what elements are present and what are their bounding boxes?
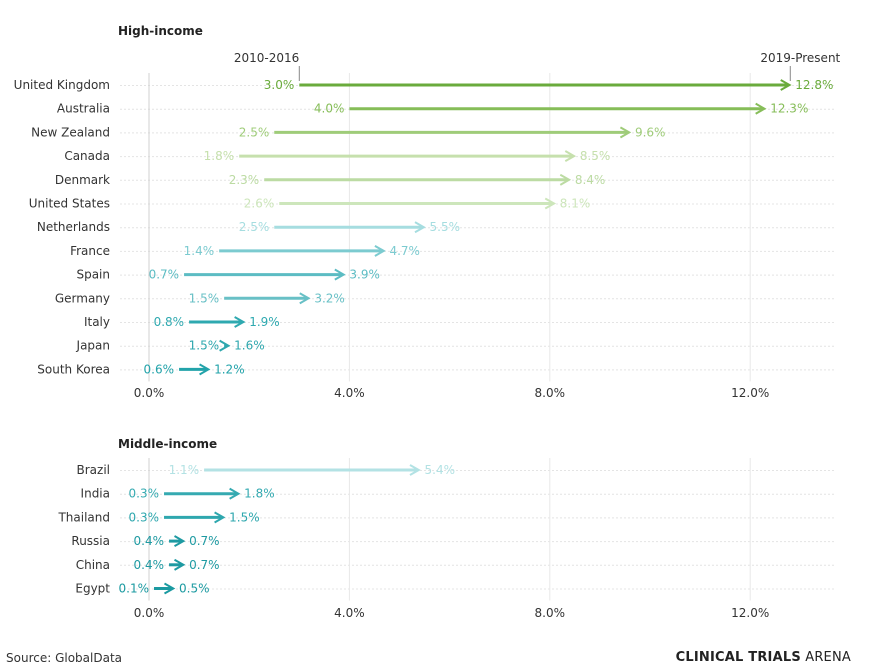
panel-title: Middle-income [118,437,217,451]
row-south-korea: South Korea 0.6% 1.2% [37,362,244,376]
end-period-label: 2019-Present [760,51,840,65]
x-tick-label: 12.0% [731,386,769,400]
row-india: India 0.3% 1.8% [81,487,275,501]
start-value-label: 4.0% [314,102,345,116]
start-value-label: 0.7% [149,268,180,282]
start-value-label: 1.8% [204,149,235,163]
country-label: Italy [84,315,110,329]
country-label: China [76,558,110,572]
end-value-label: 1.9% [249,315,280,329]
end-value-label: 3.9% [349,268,380,282]
row-australia: Australia 4.0% 12.3% [57,102,808,116]
start-value-label: 0.4% [134,558,165,572]
start-value-label: 0.3% [129,510,160,524]
x-tick-label: 4.0% [334,386,365,400]
row-united-kingdom: United Kingdom 3.0% 12.8% [14,78,834,92]
end-value-label: 0.7% [189,534,220,548]
x-tick-label: 12.0% [731,606,769,620]
brand-bold: CLINICAL TRIALS [675,650,801,665]
end-value-label: 12.3% [770,102,808,116]
brand-light: ARENA [805,650,851,665]
row-new-zealand: New Zealand 2.5% 9.6% [31,125,665,139]
start-value-label: 1.1% [169,463,200,477]
row-france: France 1.4% 4.7% [70,244,420,258]
start-value-label: 2.3% [229,173,260,187]
row-italy: Italy 0.8% 1.9% [84,315,280,329]
country-label: Germany [55,291,110,305]
middle-income-panel: Middle-income 0.0% 4.0% 8.0% 12.0% Brazil 1.1%… [57,437,835,620]
end-value-label: 1.6% [234,339,265,353]
x-tick-label: 0.0% [134,606,165,620]
end-value-label: 1.2% [214,362,245,376]
start-value-label: 2.5% [239,125,270,139]
row-germany: Germany 1.5% 3.2% [55,291,345,305]
row-japan: Japan 1.5% 1.6% [76,339,265,353]
row-russia: Russia 0.4% 0.7% [71,534,219,548]
country-label: Japan [76,339,110,353]
x-tick-label: 0.0% [134,386,165,400]
start-value-label: 3.0% [264,78,295,92]
end-value-label: 1.8% [244,487,275,501]
panel-title: High-income [118,24,203,38]
start-value-label: 2.6% [244,197,275,211]
row-netherlands: Netherlands 2.5% 5.5% [37,220,460,234]
source-note: Source: GlobalData [6,651,123,665]
start-value-label: 0.3% [129,487,160,501]
country-label: New Zealand [31,125,110,139]
start-value-label: 2.5% [239,220,270,234]
country-label: France [70,244,110,258]
end-value-label: 8.4% [575,173,606,187]
start-value-label: 1.5% [189,339,220,353]
start-value-label: 0.6% [144,362,175,376]
end-value-label: 3.2% [314,291,345,305]
start-value-label: 0.1% [119,582,150,596]
start-value-label: 1.5% [189,291,220,305]
row-egypt: Egypt 0.1% 0.5% [75,582,209,596]
country-label: South Korea [37,362,110,376]
end-value-label: 9.6% [635,125,666,139]
start-value-label: 0.4% [134,534,165,548]
row-thailand: Thailand 0.3% 1.5% [57,510,259,524]
brand-logo: CLINICAL TRIALS ARENA [676,650,851,665]
country-label: United Kingdom [14,78,110,92]
end-value-label: 8.5% [580,149,611,163]
country-label: Egypt [75,582,110,596]
end-value-label: 5.5% [430,220,461,234]
country-label: Denmark [55,173,110,187]
row-denmark: Denmark 2.3% 8.4% [55,173,605,187]
end-value-label: 4.7% [389,244,420,258]
row-canada: Canada 1.8% 8.5% [64,149,610,163]
row-brazil: Brazil 1.1% 5.4% [77,463,456,477]
country-label: Canada [64,149,110,163]
start-value-label: 0.8% [154,315,185,329]
country-label: Brazil [77,463,111,477]
country-label: Netherlands [37,220,110,234]
high-income-panel: High-income 0.0% 4.0% 8.0% 12.0% 2010-2016 201… [14,24,841,400]
start-period-label: 2010-2016 [234,51,299,65]
end-value-label: 5.4% [425,463,456,477]
x-tick-label: 8.0% [535,386,566,400]
end-value-label: 8.1% [560,197,591,211]
country-label: Australia [57,102,110,116]
row-china: China 0.4% 0.7% [76,558,220,572]
end-value-label: 12.8% [795,78,833,92]
x-tick-label: 8.0% [535,606,566,620]
country-label: Thailand [57,510,110,524]
end-value-label: 1.5% [229,510,260,524]
country-label: United States [29,197,110,211]
country-label: Russia [71,534,110,548]
country-label: Spain [76,268,110,282]
country-label: India [81,487,110,501]
row-spain: Spain 0.7% 3.9% [76,268,379,282]
end-value-label: 0.7% [189,558,220,572]
x-tick-label: 4.0% [334,606,365,620]
row-united-states: United States 2.6% 8.1% [29,197,591,211]
start-value-label: 1.4% [184,244,215,258]
end-value-label: 0.5% [179,582,210,596]
